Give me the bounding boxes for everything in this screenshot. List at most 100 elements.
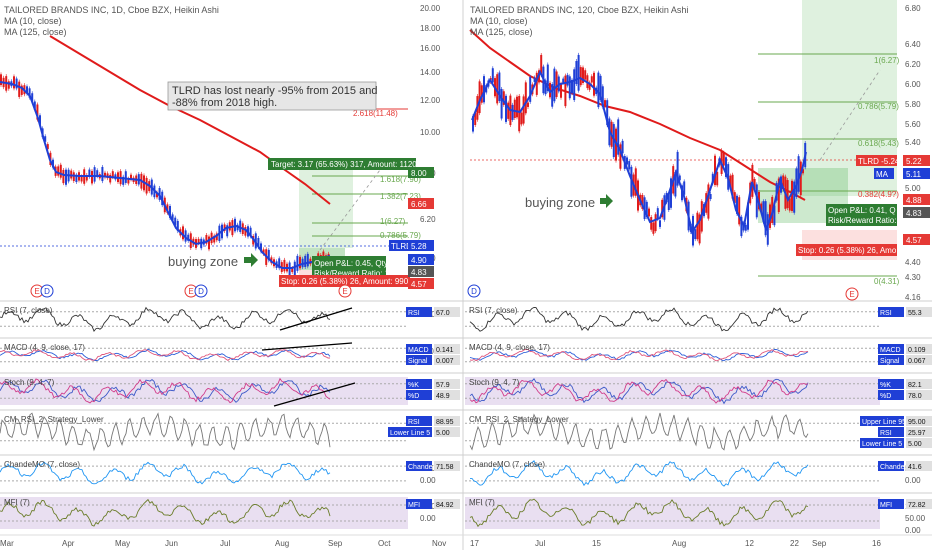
indicator-tag-bg [406, 390, 432, 400]
candle-body [714, 155, 716, 186]
candle-body [156, 192, 158, 198]
left-chart[interactable]: 2.618(11.48) 1.618(7.90) 1.382(7.23) 1(6… [0, 4, 444, 298]
left-fib-1382: 1.382(7.23) [380, 192, 421, 201]
candle-body [604, 100, 606, 107]
price-tag-bg [903, 168, 930, 179]
indicator-value-bg [434, 427, 460, 437]
indicator-value-bg [434, 499, 460, 509]
candle-body [15, 78, 18, 89]
candle-body [797, 156, 800, 192]
svg-text:E: E [342, 287, 347, 296]
right-fib-0786: 0.786(5.79) [858, 102, 899, 111]
right-crsi-line [469, 412, 809, 451]
candle-body [560, 83, 562, 98]
right-rsi-title: RSI (7, close) [469, 306, 518, 315]
right-x-tick: Sep [812, 539, 827, 548]
indicator-tag-bg [878, 427, 904, 437]
svg-text:E: E [34, 287, 39, 296]
candle-body [28, 88, 31, 98]
indicator-value-bg [434, 379, 460, 389]
candle-body [516, 96, 518, 118]
right-cmo-line [470, 460, 809, 487]
rsi-trendline [279, 307, 353, 331]
candle-body [725, 157, 727, 177]
right-mfi-scale: 50.00 [905, 514, 926, 523]
right-stoch-tag-name: %K [880, 382, 891, 389]
candle-body [522, 96, 525, 124]
left-price-tick: 6.20 [420, 215, 436, 224]
candle-body [670, 178, 672, 208]
candle-body [698, 214, 701, 244]
candle-body [696, 212, 699, 240]
candle-body [799, 161, 802, 196]
left-x-tick: Sep [328, 539, 343, 548]
right-price-tick: 4.40 [905, 258, 921, 267]
right-chart[interactable]: 1(6.27) 0.786(5.79) 0.618(5.43) 0.382(4.… [467, 0, 930, 302]
candle-body [507, 102, 510, 119]
candle-body [36, 104, 39, 120]
candle-body [736, 195, 738, 214]
indicator-tag-bg [406, 307, 432, 317]
price-tag: 8.00 [411, 169, 427, 178]
right-price-tick: 6.40 [905, 40, 921, 49]
candle-body [234, 218, 236, 232]
left-macd-line [0, 348, 331, 361]
candle-body [182, 226, 184, 240]
time-axes[interactable]: Mar Apr May Jun Jul Aug Sep Oct Nov 17 Jul 15 Aug 12 2… [0, 534, 932, 548]
right-mfi-title: MFI (7) [469, 498, 495, 507]
candle-body [498, 72, 501, 102]
candle-body [606, 100, 609, 126]
right-stoch-tag-value: 78.0 [908, 393, 922, 400]
right-mfi-tag-value: 72.82 [908, 502, 926, 509]
right-crsi-tag-value: 25.97 [908, 430, 926, 437]
left-fib-0786: 0.786(5.79) [380, 231, 421, 240]
left-rsi-line [0, 306, 331, 332]
candle-body [667, 192, 670, 210]
indicator-tag-bg [860, 416, 904, 426]
candle-body [802, 169, 804, 174]
left-annotation-line2: -88% from 2018 high. [172, 97, 277, 109]
candle-body [599, 75, 602, 101]
left-crsi-title: CM_RSI_2_Strategy_Lower [4, 415, 104, 424]
right-cmo-tag-name: ChandeMO [880, 464, 916, 471]
candle-body [577, 54, 580, 91]
left-legend-ma125: MA (125, close) [4, 27, 67, 37]
candle-body [176, 220, 179, 232]
price-tag: 4.83 [411, 268, 427, 277]
right-x-tick: 22 [790, 539, 799, 548]
candle-body [104, 172, 106, 178]
candle-body [80, 176, 83, 182]
right-stoch-title: Stoch (9, 4, 7) [469, 378, 520, 387]
right-rsi-line [469, 306, 809, 332]
candle-body [31, 93, 34, 102]
right-price-tick: 6.80 [905, 4, 921, 13]
left-rsi-title: RSI (7, close) [4, 306, 53, 315]
left-macd-tag-name: MACD [408, 347, 429, 354]
indicator-value-bg [434, 461, 460, 471]
left-stoch-tag-name: %D [408, 393, 419, 400]
indicator-value-bg [434, 307, 460, 317]
right-crsi-tag-name: RSI [880, 430, 892, 437]
candle-body [654, 214, 657, 232]
price-tag: 4.88 [906, 196, 922, 205]
left-target-label-bg [268, 158, 416, 170]
candle-body [278, 258, 281, 269]
indicator-value-bg [906, 307, 932, 317]
indicator-tag-bg [406, 355, 432, 365]
candle-body [7, 81, 10, 89]
left-macd-tag-value: 0.141 [436, 347, 454, 354]
indicator-value-bg [906, 499, 932, 509]
indicator-tag-bg [878, 307, 904, 317]
candle-body [634, 168, 637, 196]
left-price-tick: 16.00 [420, 44, 441, 53]
right-stoch-line [469, 378, 809, 405]
left-macd-title: MACD (4, 9, close, 17) [4, 343, 85, 352]
left-stoch-tag-value: 48.9 [436, 393, 450, 400]
indicator-tag-bg [878, 379, 904, 389]
left-rsi-tag-name: RSI [408, 310, 420, 317]
candle-body [659, 220, 661, 227]
candle-body [782, 175, 785, 187]
